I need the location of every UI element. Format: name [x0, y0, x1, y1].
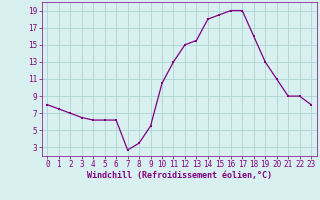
X-axis label: Windchill (Refroidissement éolien,°C): Windchill (Refroidissement éolien,°C) — [87, 171, 272, 180]
